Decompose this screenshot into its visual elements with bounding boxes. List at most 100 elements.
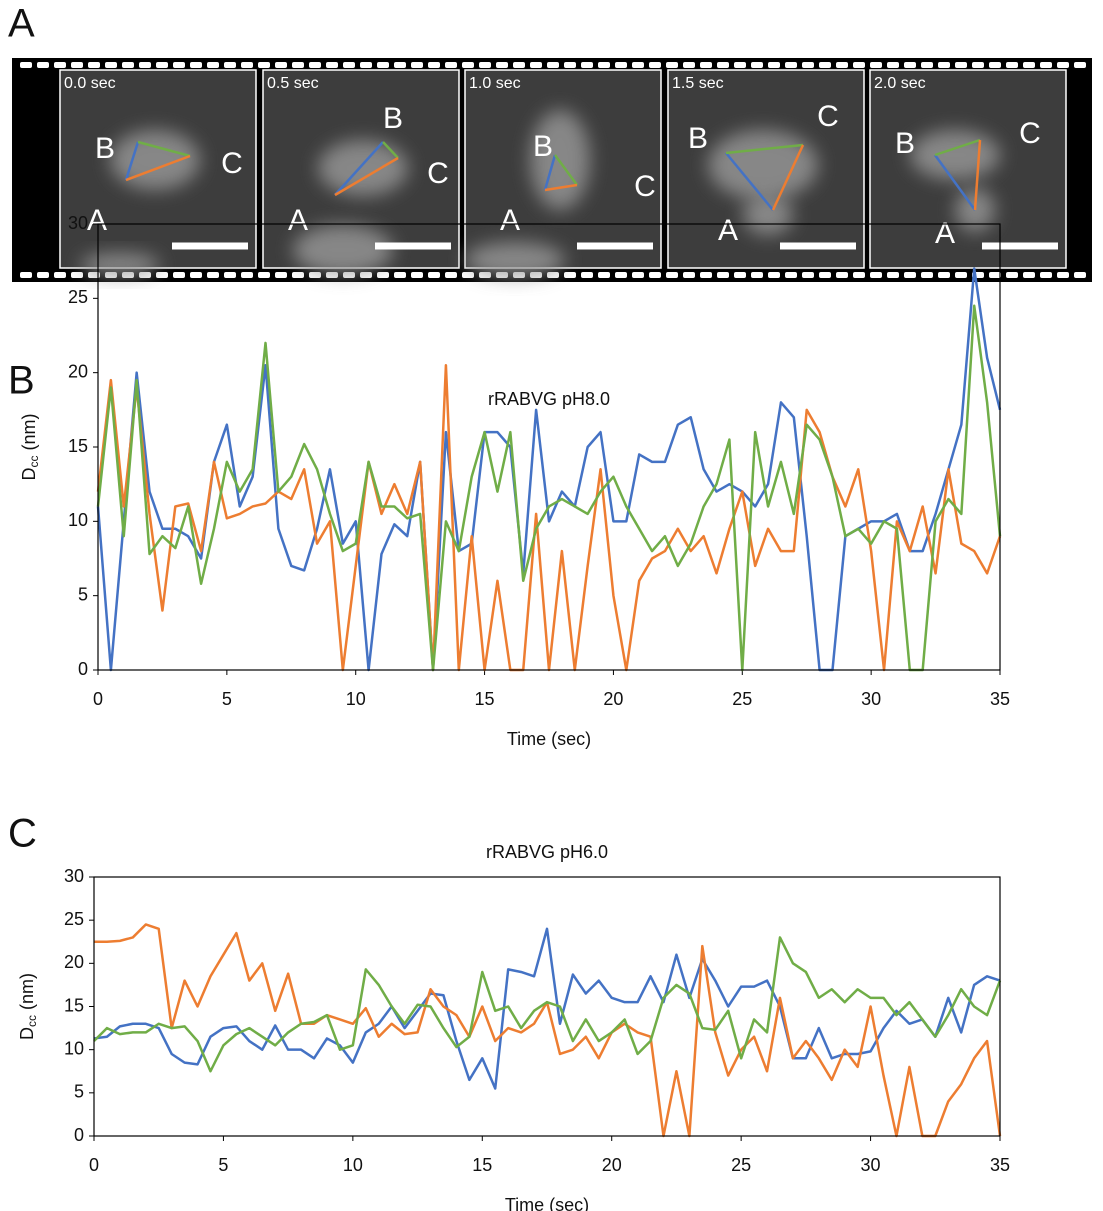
y-axis-label: Dcc (nm) [19, 414, 41, 481]
perforation [972, 62, 984, 68]
perforation [173, 62, 185, 68]
x-tick-label: 35 [990, 1155, 1010, 1175]
perforation [445, 62, 457, 68]
perforation [156, 272, 168, 278]
perforation [360, 272, 372, 278]
perforation [1057, 62, 1069, 68]
frame: 0.0 sec A B C [59, 69, 257, 277]
frame-time: 2.0 sec [874, 75, 926, 92]
frame-time: 1.5 sec [672, 75, 724, 92]
y-tick-label: 30 [68, 213, 88, 233]
perforation [836, 62, 848, 68]
perforation [1040, 62, 1052, 68]
particle [80, 253, 160, 277]
perforation [1023, 272, 1035, 278]
y-axis-unit: (nm) [17, 973, 37, 1010]
perforation [462, 62, 474, 68]
perforation [734, 62, 746, 68]
distance-line [125, 154, 191, 182]
y-tick-label: 25 [68, 287, 88, 307]
distance-line [334, 141, 384, 196]
perforation [717, 62, 729, 68]
x-tick-label: 25 [731, 1155, 751, 1175]
y-tick-label: 10 [68, 510, 88, 530]
particle [318, 140, 408, 196]
perforation [768, 62, 780, 68]
perforation [207, 272, 219, 278]
x-tick-label: 30 [861, 1155, 881, 1175]
distance-line [544, 183, 578, 192]
distance-line [934, 138, 981, 157]
perforation [632, 62, 644, 68]
distance-line [543, 154, 557, 191]
subunit-label: B [383, 102, 403, 135]
chart-title: rRABVG pH8.0 [488, 389, 610, 409]
perforation [1074, 272, 1086, 278]
perforation [54, 272, 66, 278]
x-tick-label: 5 [218, 1155, 228, 1175]
perforation [309, 62, 321, 68]
perforation [700, 272, 712, 278]
perforation [241, 272, 253, 278]
y-tick-label: 25 [64, 909, 84, 929]
perforation [258, 62, 270, 68]
subunit-label: C [634, 170, 656, 203]
x-tick-label: 15 [472, 1155, 492, 1175]
perforation [275, 62, 287, 68]
perforation [1040, 272, 1052, 278]
perforation [411, 272, 423, 278]
x-tick-label: 20 [602, 1155, 622, 1175]
perforation [122, 62, 134, 68]
perforation [428, 62, 440, 68]
x-tick-label: 0 [89, 1155, 99, 1175]
perforation [921, 272, 933, 278]
perforation [717, 272, 729, 278]
distance-line [137, 140, 191, 158]
perforation [1023, 62, 1035, 68]
perforation [683, 62, 695, 68]
perforation [275, 272, 287, 278]
perforation [564, 272, 576, 278]
distance-line [334, 156, 399, 197]
perforation [479, 62, 491, 68]
frame-time: 1.0 sec [469, 75, 521, 92]
particle [708, 130, 818, 200]
frame: 1.0 sec A B C [464, 69, 662, 278]
perforation [292, 272, 304, 278]
perforation [190, 272, 202, 278]
perforation [156, 62, 168, 68]
perforation [224, 62, 236, 68]
x-tick-label: 10 [343, 1155, 363, 1175]
x-tick-label: 15 [475, 689, 495, 709]
subunit-label: B [95, 132, 115, 165]
y-axis-subscript: cc [27, 456, 41, 468]
x-tick-label: 20 [603, 689, 623, 709]
perforation [751, 272, 763, 278]
frame-time: 0.0 sec [64, 75, 116, 92]
perforation [241, 62, 253, 68]
perforation [20, 272, 32, 278]
perforation [666, 272, 678, 278]
x-tick-label: 35 [990, 689, 1010, 709]
subunit-label: A [87, 204, 107, 237]
perforation [547, 62, 559, 68]
distance-line [973, 139, 982, 211]
perforation [88, 62, 100, 68]
perforation [309, 272, 321, 278]
series-line [93, 936, 1002, 1073]
perforation [20, 62, 32, 68]
perforation [666, 62, 678, 68]
series-line [93, 927, 1001, 1090]
y-axis-subscript: cc [25, 1015, 39, 1027]
perforation [139, 62, 151, 68]
perforation [598, 272, 610, 278]
perforation [785, 62, 797, 68]
x-axis-label: Time (sec) [507, 729, 591, 749]
subunit-label: C [1019, 117, 1041, 150]
distance-line [382, 141, 399, 159]
perforation [394, 62, 406, 68]
perforation [598, 62, 610, 68]
perforation [768, 272, 780, 278]
distance-line [933, 154, 977, 211]
perforation [445, 272, 457, 278]
